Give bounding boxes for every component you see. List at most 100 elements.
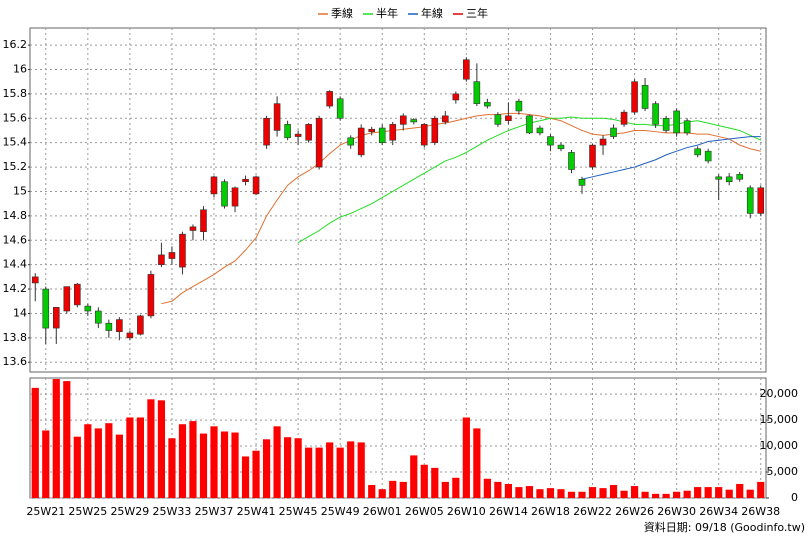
candle-body — [452, 93, 460, 101]
volume-bar — [652, 493, 660, 498]
volume-bar — [641, 491, 649, 498]
y-tick-label: 14.8 — [3, 209, 28, 222]
candle-body — [599, 138, 607, 146]
candle-body — [326, 91, 333, 107]
candle-body — [84, 305, 92, 312]
volume-bar — [126, 417, 134, 498]
volume-bar — [262, 439, 271, 498]
candle-body — [263, 117, 270, 146]
candle-body — [52, 307, 60, 329]
candle-body — [547, 136, 554, 146]
candle-body — [757, 187, 765, 214]
candle-body — [578, 178, 586, 186]
volume-bar — [326, 442, 334, 498]
volume-bar — [525, 486, 534, 498]
candle-body — [305, 124, 312, 141]
candle-body — [242, 178, 249, 183]
y-tick-label: 0 — [791, 491, 798, 504]
y-tick-label: 15.8 — [3, 87, 28, 100]
candle-body — [221, 181, 228, 207]
volume-bar — [73, 436, 81, 498]
volume-bar — [473, 428, 481, 498]
volume-bar — [84, 424, 92, 498]
volume-bar — [567, 491, 576, 498]
y-tick-label: 5,000 — [767, 465, 799, 478]
volume-bar — [662, 493, 670, 498]
candle-body — [147, 274, 155, 317]
volume-bar — [746, 489, 754, 498]
candle-body — [536, 127, 544, 134]
volume-bar — [557, 489, 565, 498]
candle-body — [641, 85, 649, 109]
volume-bar — [147, 399, 155, 498]
volume-bar — [389, 480, 397, 498]
volume-bar — [220, 431, 229, 498]
volume-bar — [452, 477, 460, 498]
x-tick-label: 26W14 — [489, 505, 528, 518]
volume-bar — [284, 437, 292, 498]
volume-bar — [368, 485, 376, 498]
x-tick-label: 25W37 — [195, 505, 234, 518]
volume-bar — [609, 485, 618, 498]
volume-bar — [199, 433, 208, 498]
candle-body — [746, 187, 754, 214]
candle-body — [74, 283, 81, 306]
volume-bar — [241, 456, 250, 498]
y-tick-label: 14.6 — [3, 233, 28, 246]
volume-bar — [578, 491, 586, 498]
volume-bar — [704, 487, 712, 498]
candle-body — [137, 315, 144, 335]
volume-bar — [715, 487, 723, 498]
volume-bar — [620, 490, 628, 498]
y-tick-label: 20,000 — [760, 387, 799, 400]
volume-bar — [189, 421, 197, 498]
volume-bar — [462, 417, 470, 498]
volume-bar — [305, 447, 313, 498]
legend-label: 季線 — [331, 6, 353, 20]
volume-bar — [115, 434, 123, 498]
ma-line — [161, 112, 761, 305]
y-tick-label: 15.6 — [3, 111, 28, 124]
candle-body — [715, 176, 722, 180]
y-tick-label: 16.2 — [3, 38, 28, 51]
volume-bar — [168, 438, 176, 498]
volume-bar — [504, 483, 512, 498]
volume-bar — [157, 400, 166, 498]
candle-body — [284, 124, 291, 139]
volume-bar — [105, 423, 113, 498]
candle-body — [389, 124, 397, 141]
volume-bar — [63, 381, 71, 498]
candle-body — [273, 103, 281, 131]
legend-label: 半年 — [376, 6, 398, 20]
candle-body — [126, 332, 134, 339]
candle-body — [231, 187, 239, 207]
x-tick-label: 26W22 — [573, 505, 612, 518]
volume-bar — [136, 417, 144, 498]
x-tick-label: 26W18 — [531, 505, 570, 518]
volume-bar — [42, 430, 50, 498]
y-tick-label: 14.2 — [3, 282, 28, 295]
candle-body — [442, 115, 449, 123]
volume-bar — [588, 487, 597, 498]
volume-bar — [31, 387, 39, 498]
x-tick-label: 25W29 — [110, 505, 149, 518]
volume-bar — [441, 481, 449, 498]
candle-body — [105, 322, 113, 331]
volume-bar — [536, 489, 544, 498]
volume-bar — [630, 486, 639, 498]
candle-body — [505, 115, 512, 122]
volume-bar — [673, 491, 681, 498]
candle-body — [704, 150, 712, 162]
candle-body — [557, 144, 565, 150]
volume-bar — [357, 442, 365, 498]
volume-bar — [494, 481, 502, 498]
volume-bar — [483, 478, 491, 498]
y-tick-label: 10,000 — [760, 439, 799, 452]
legend-label: 三年 — [466, 6, 488, 20]
volume-panel — [29, 377, 767, 499]
y-tick-label: 15 — [13, 184, 27, 197]
y-tick-label: 13.8 — [3, 331, 28, 344]
candle-body — [526, 115, 533, 134]
candle-body — [210, 176, 218, 195]
y-tick-label: 16 — [13, 62, 27, 75]
